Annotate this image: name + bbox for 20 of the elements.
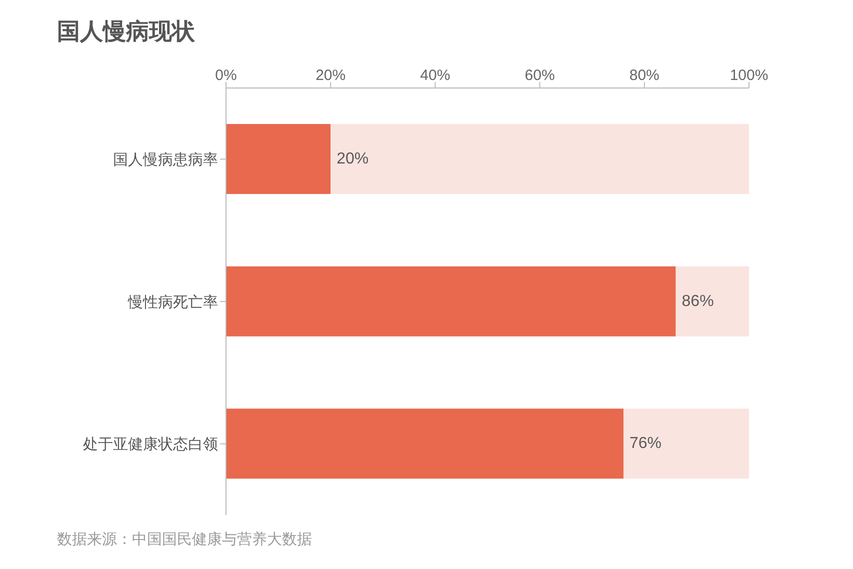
data-label: 20% xyxy=(336,150,369,168)
x-tick-label: 0% xyxy=(215,67,237,84)
source-note: 数据来源：中国国民健康与营养大数据 xyxy=(57,530,312,549)
bar xyxy=(226,124,331,194)
bar xyxy=(676,266,749,336)
chart-title: 国人慢病现状 xyxy=(57,17,195,46)
data-label: 76% xyxy=(629,435,662,452)
bar xyxy=(330,124,749,194)
bar xyxy=(623,408,749,479)
y-tick-label: 国人慢病患病率 xyxy=(113,151,218,168)
bar xyxy=(226,408,624,479)
x-tick-label: 40% xyxy=(420,67,450,84)
data-label: 86% xyxy=(682,292,714,310)
x-tick-label: 20% xyxy=(316,67,346,84)
y-tick-label: 处于亚健康状态白领 xyxy=(83,436,218,454)
y-tick-label: 慢性病死亡率 xyxy=(127,294,218,311)
x-tick-label: 60% xyxy=(524,67,555,84)
x-tick-label: 100% xyxy=(730,67,768,84)
bar xyxy=(226,266,676,336)
x-tick-label: 80% xyxy=(629,67,660,84)
